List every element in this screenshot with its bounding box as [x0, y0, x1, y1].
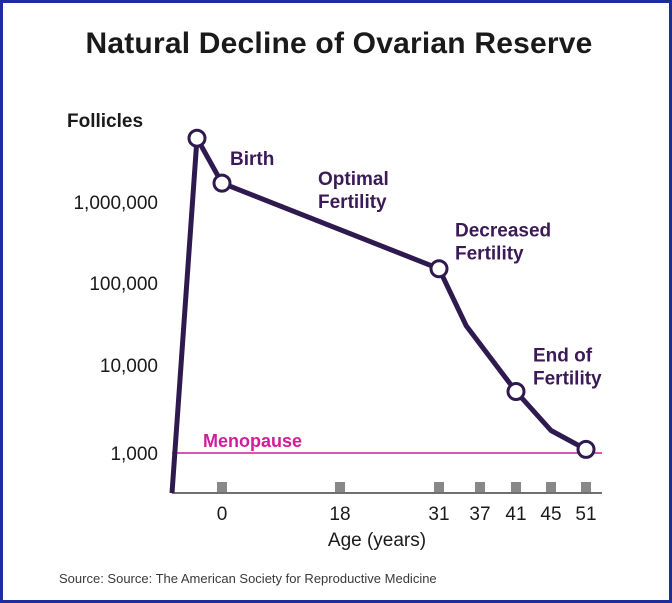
y-tick-label: 1,000	[110, 444, 158, 465]
annotation-label: Optimal	[318, 169, 389, 190]
x-tick-mark	[475, 482, 485, 492]
x-tick-mark	[335, 482, 345, 492]
x-tick-label: 31	[428, 504, 449, 525]
x-tick-label: 45	[540, 504, 561, 525]
data-point-label: Fertility	[455, 244, 524, 265]
data-point-label: Birth	[230, 149, 274, 170]
x-axis-label: Age (years)	[328, 530, 426, 551]
x-tick-label: 37	[469, 504, 490, 525]
chart-source: Source: Source: The American Society for…	[59, 571, 437, 586]
data-point-marker	[576, 439, 596, 459]
data-point-marker	[506, 381, 526, 401]
data-point-marker	[187, 128, 207, 148]
data-point-marker	[212, 173, 232, 193]
data-point-label: End of	[533, 345, 593, 366]
x-tick-label: 41	[505, 504, 526, 525]
annotation-label: Fertility	[318, 192, 387, 213]
x-tick-label: 0	[217, 504, 228, 525]
x-tick-mark	[217, 482, 227, 492]
x-tick-mark	[511, 482, 521, 492]
menopause-label: Menopause	[203, 431, 302, 451]
data-point-label: Fertility	[533, 368, 602, 389]
x-tick-mark	[546, 482, 556, 492]
chart-title: Natural Decline of Ovarian Reserve	[85, 27, 593, 60]
x-tick-mark	[581, 482, 591, 492]
x-tick-mark	[434, 482, 444, 492]
y-tick-label: 1,000,000	[73, 193, 158, 214]
x-tick-label: 18	[329, 504, 350, 525]
y-axis-label: Follicles	[67, 111, 143, 132]
y-tick-label: 100,000	[89, 274, 158, 295]
data-point-marker	[429, 259, 449, 279]
data-point-label: Decreased	[455, 221, 551, 242]
y-tick-label: 10,000	[100, 356, 158, 377]
x-tick-label: 51	[575, 504, 596, 525]
